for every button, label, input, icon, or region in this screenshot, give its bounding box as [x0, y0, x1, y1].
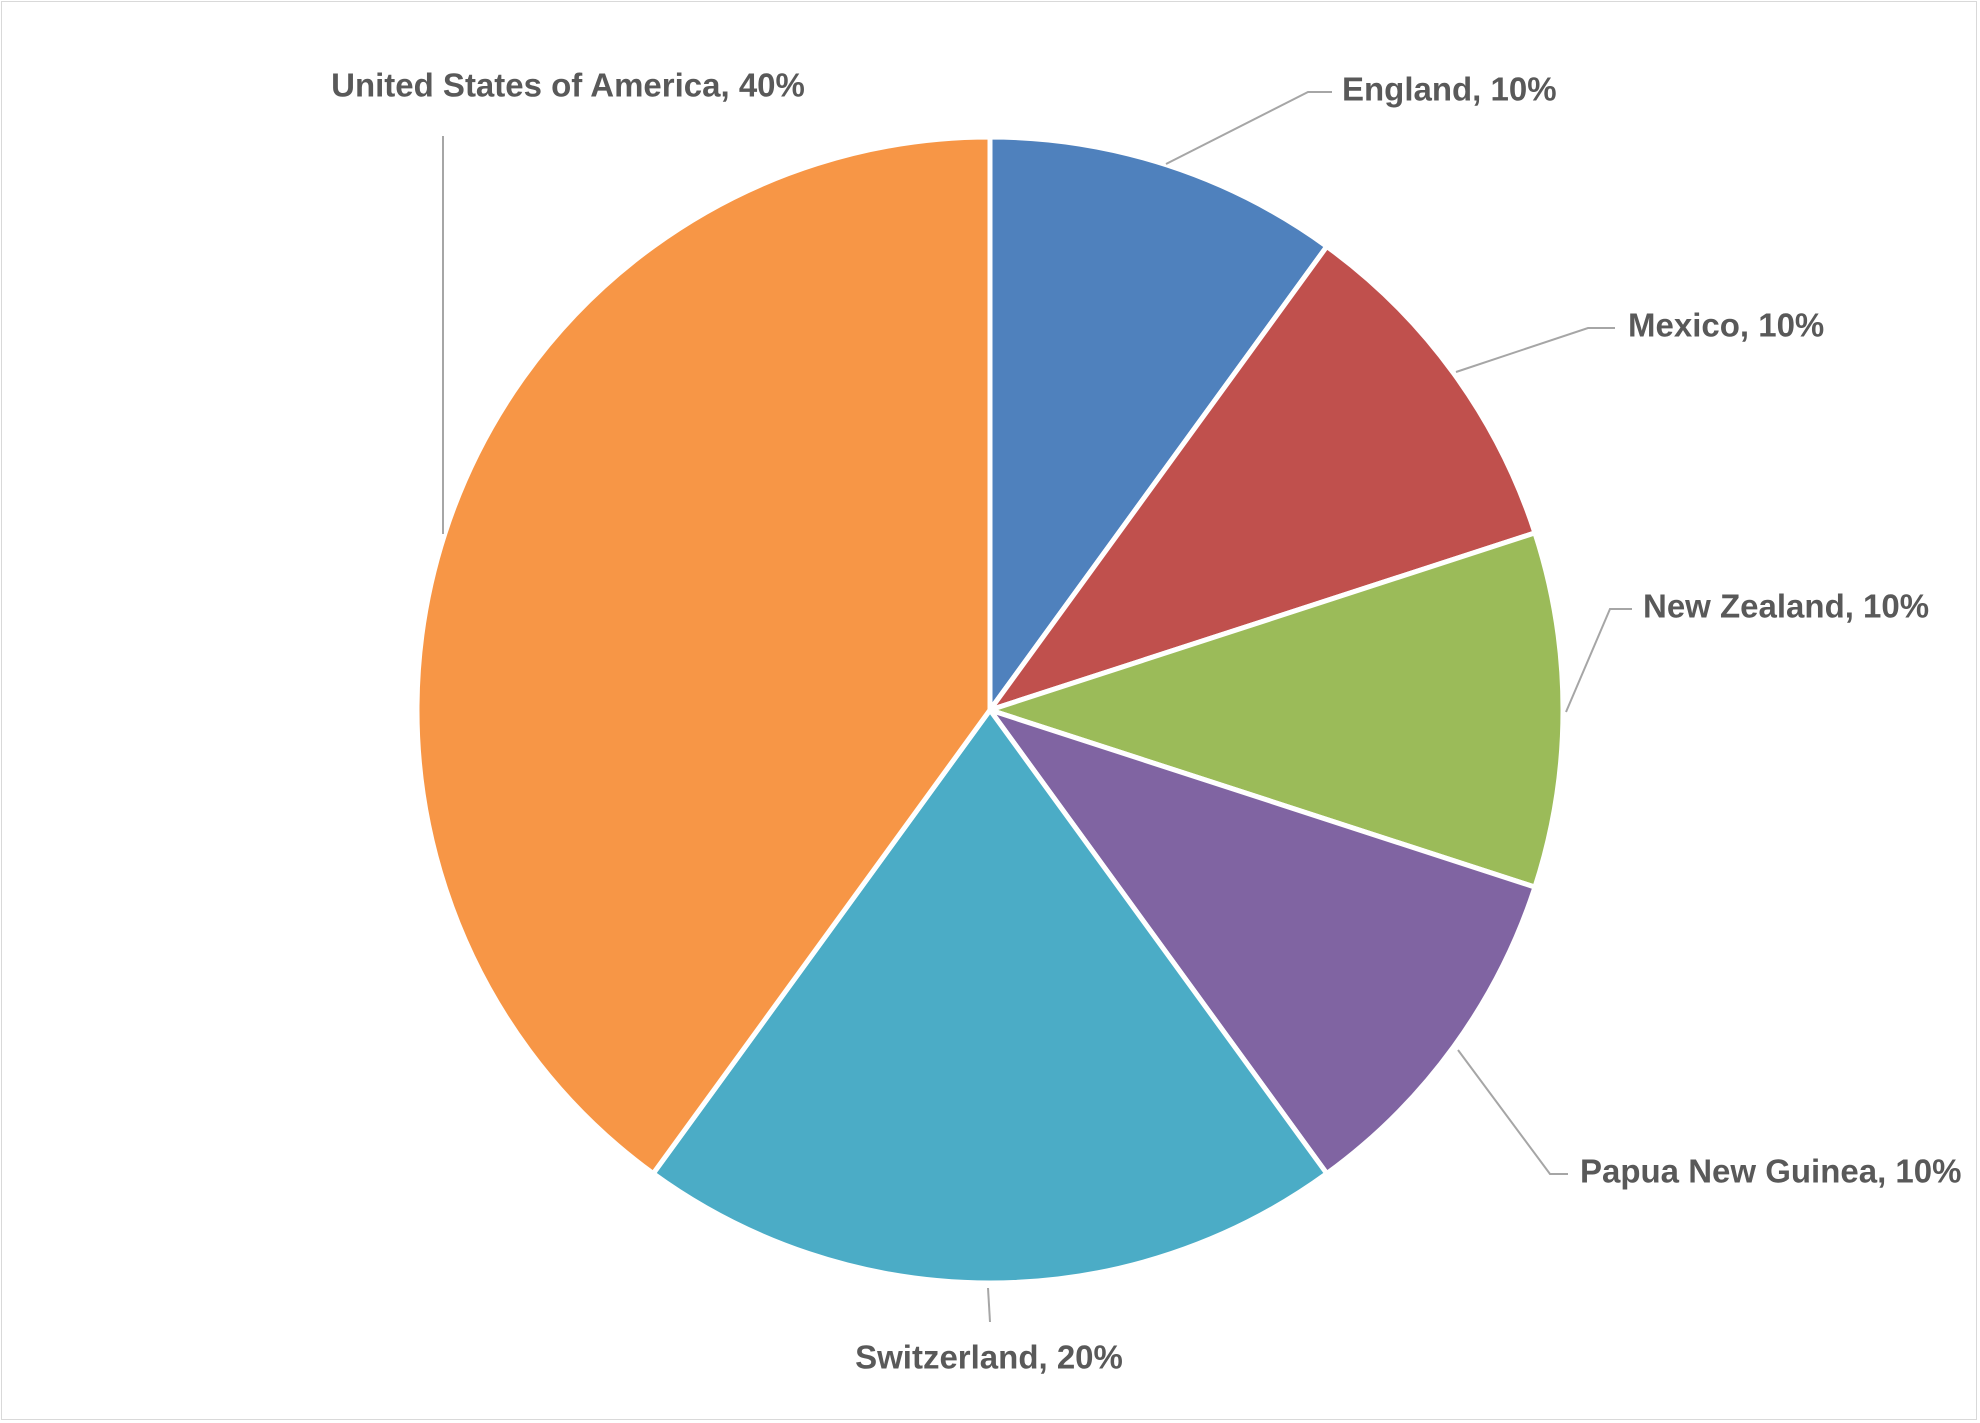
leader-line-england [1165, 91, 1332, 165]
pie-slices [414, 134, 1566, 1286]
leader-line-papua-new-guinea [1457, 1049, 1568, 1175]
pie-slice-papua-new-guinea [987, 707, 1538, 1177]
pie-slice-england [987, 134, 1330, 713]
data-label-papua-new-guinea: Papua New Guinea, 10% [1580, 1153, 1961, 1190]
data-label-new-zealand: New Zealand, 10% [1643, 588, 1929, 625]
pie-slice-new-zealand [987, 530, 1566, 890]
leader-line-new-zealand [1565, 608, 1632, 713]
data-label-england: England, 10% [1342, 71, 1557, 108]
data-label-united-states-of-america: United States of America, 40% [331, 67, 805, 104]
pie-slice-mexico [987, 243, 1538, 713]
data-labels: England, 10% Mexico, 10% New Zealand, 10… [331, 67, 1961, 1376]
data-label-mexico: Mexico, 10% [1628, 307, 1824, 344]
leader-line-mexico [1455, 327, 1615, 373]
leader-lines [442, 91, 1632, 1323]
pie-slice-united-states-of-america [414, 134, 993, 1177]
data-label-switzerland: Switzerland, 20% [855, 1339, 1123, 1376]
pie-slice-switzerland [650, 707, 1330, 1286]
leader-line-switzerland [987, 1287, 991, 1323]
